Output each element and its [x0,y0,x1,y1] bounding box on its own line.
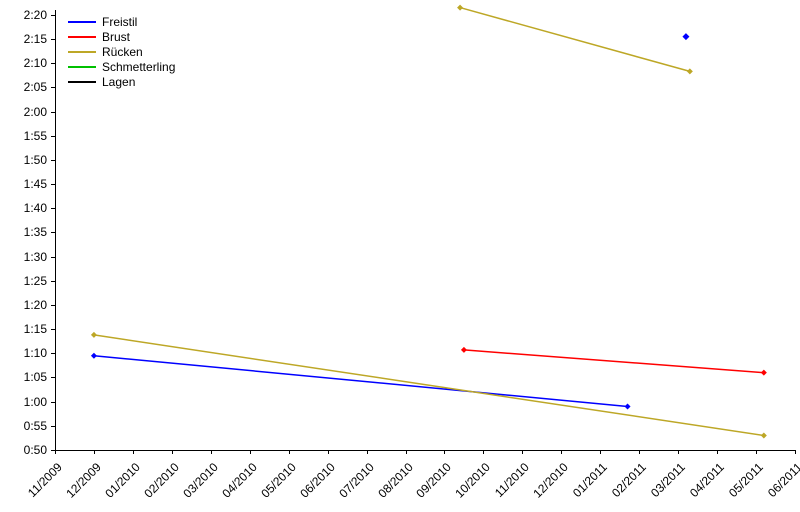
data-point [687,68,693,74]
data-point [625,403,631,409]
series-line [94,335,764,436]
series-line [464,350,764,373]
data-point [91,353,97,359]
data-point [761,432,767,438]
series-layer [0,0,800,500]
series-line [94,356,628,407]
data-point [457,5,463,11]
data-point [761,370,767,376]
series-line [460,8,690,72]
data-point [461,347,467,353]
data-point [682,33,689,40]
data-point [91,332,97,338]
swim-times-chart: FreistilBrustRückenSchmetterlingLagen 0:… [0,0,800,500]
